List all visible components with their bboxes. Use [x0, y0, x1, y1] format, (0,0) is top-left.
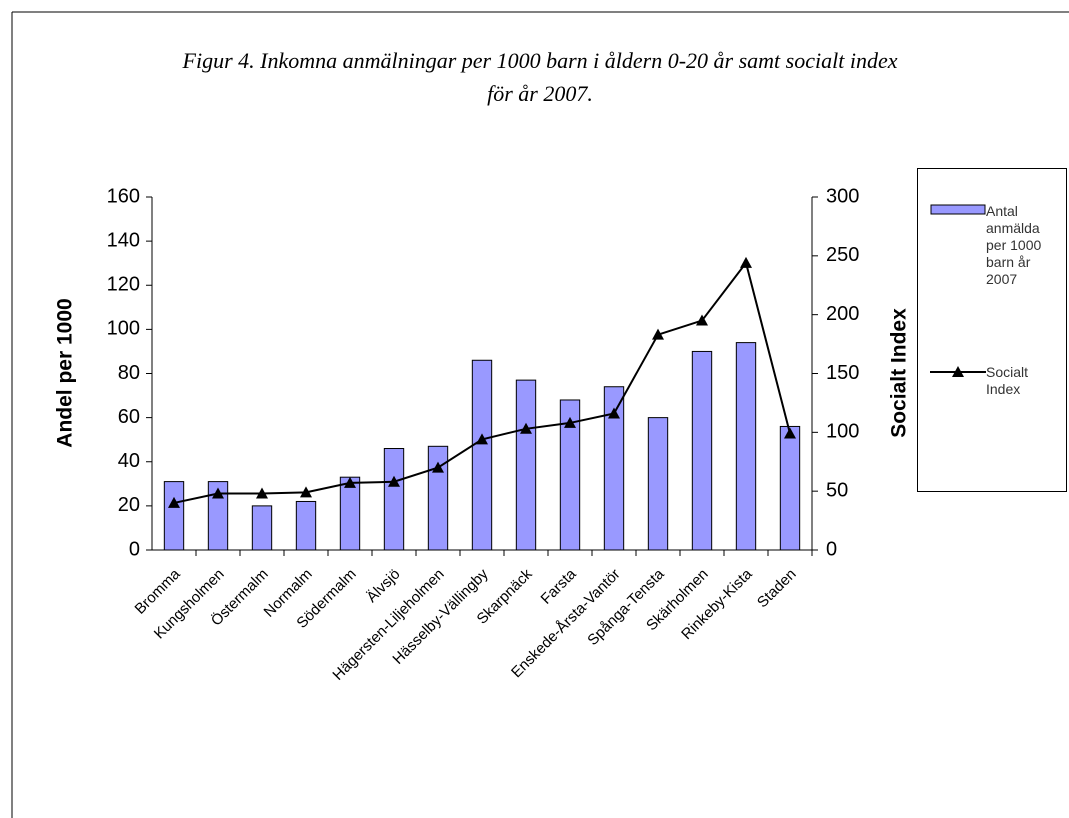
line-marker [564, 416, 576, 428]
bar [515, 379, 537, 551]
y2-tick-label: 250 [826, 244, 859, 266]
y-tick-label: 40 [118, 450, 140, 472]
x-tick-label: Staden [754, 566, 800, 612]
line-marker [784, 427, 796, 439]
line-marker [696, 314, 708, 326]
y2-tick-label: 0 [826, 538, 837, 560]
line-marker [608, 407, 620, 419]
legend-label: Socialt Index [986, 364, 1029, 397]
legend-swatch [930, 204, 986, 215]
y-tick-label: 80 [118, 362, 140, 384]
x-tick-label: Älvsjö [363, 566, 403, 606]
bar [251, 505, 273, 551]
chart-title: Figur 4. Inkomna anmälningar per 1000 ba… [182, 48, 898, 106]
legend-bar [930, 204, 986, 215]
y2-tick-label: 50 [826, 479, 848, 501]
line-marker [300, 486, 312, 498]
bar [339, 476, 361, 551]
bar [383, 448, 405, 551]
y-tick-label: 160 [107, 185, 140, 207]
y2-tick-label: 200 [826, 303, 859, 325]
line-marker [168, 496, 180, 508]
x-tick-label: Farsta [538, 565, 581, 608]
y-axis-label: Andel per 1000 [54, 298, 77, 447]
line-marker [520, 422, 532, 434]
x-tick-label: Spånga-Tensta [584, 565, 668, 649]
line-marker [740, 256, 752, 268]
y-tick-label: 100 [107, 318, 140, 340]
y-tick-label: 20 [118, 494, 140, 516]
legend-item: Socialt Index [930, 364, 1056, 398]
bar [735, 342, 757, 551]
bar [295, 500, 317, 551]
bar [471, 359, 493, 551]
bar [207, 481, 229, 551]
y-tick-label: 0 [129, 538, 140, 560]
bar [163, 481, 185, 551]
y-tick-label: 140 [107, 229, 140, 251]
line-marker [212, 487, 224, 499]
bar [779, 425, 801, 551]
legend: Antal anmälda per 1000 barn år 2007 Socia… [917, 168, 1067, 492]
line-marker [476, 433, 488, 445]
bar [647, 417, 669, 551]
line-marker [388, 475, 400, 487]
line-marker [432, 461, 444, 473]
line-marker [344, 476, 356, 488]
y2-axis-label: Socialt Index [888, 308, 911, 438]
y2-tick-label: 300 [826, 185, 859, 207]
y-tick-label: 120 [107, 274, 140, 296]
y-tick-label: 60 [118, 406, 140, 428]
line-marker [256, 487, 268, 499]
legend-marker [952, 366, 964, 377]
legend-item: Antal anmälda per 1000 barn år 2007 [930, 203, 1056, 288]
legend-label: Antal anmälda per 1000 barn år 2007 [986, 203, 1042, 287]
bar [691, 350, 713, 551]
legend-swatch [930, 366, 986, 377]
bar [559, 399, 581, 551]
y2-tick-label: 100 [826, 421, 859, 443]
title-box: Figur 4. Inkomna anmälningar per 1000 ba… [182, 48, 898, 106]
y2-tick-label: 150 [826, 362, 859, 384]
bar [603, 386, 625, 551]
line-marker [652, 328, 664, 340]
